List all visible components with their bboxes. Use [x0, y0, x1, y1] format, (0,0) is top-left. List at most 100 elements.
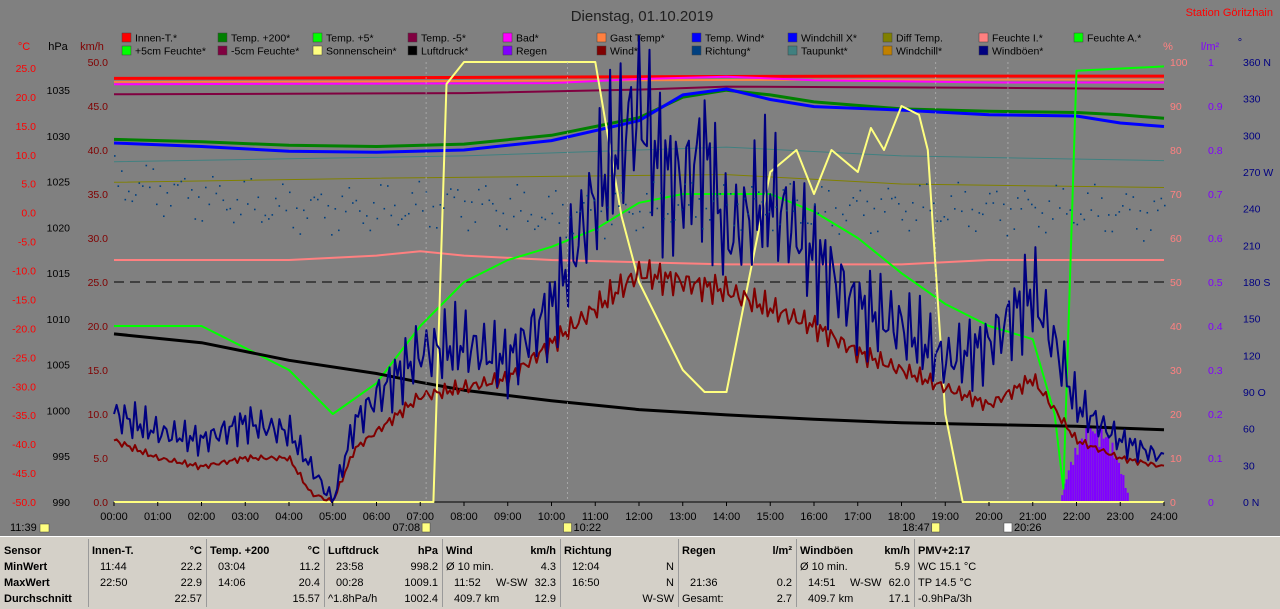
legend-swatch: [882, 45, 893, 56]
wind-tick-label: 5.0: [93, 453, 108, 465]
direction-point: [877, 230, 879, 233]
pressure-tick-label: 1000: [47, 405, 71, 417]
direction-point: [439, 204, 442, 206]
temp-tick-label: -40.0: [12, 439, 36, 451]
direction-point: [985, 202, 988, 205]
direction-point: [1059, 207, 1061, 209]
stats-max-label: MaxWert: [4, 577, 50, 589]
direction-point: [901, 218, 904, 221]
direction-point: [954, 208, 956, 210]
stats-luftdruck-title: Luftdruck: [328, 545, 379, 557]
direction-point: [572, 232, 575, 235]
rain-tick-label: 0.9: [1208, 101, 1223, 113]
direction-point: [558, 222, 561, 224]
direction-point: [1006, 234, 1009, 237]
direction-tick-label: 240: [1243, 204, 1261, 216]
stats-cell: 22:50: [100, 577, 128, 589]
rain-bar: [1069, 461, 1072, 502]
direction-point: [222, 199, 225, 202]
direction-point: [1076, 223, 1079, 226]
pressure-tick-label: 1035: [47, 85, 71, 97]
stats-cell: 409.7 km: [808, 593, 854, 605]
rain-tick-label: 0.4: [1208, 321, 1223, 333]
direction-point: [1010, 208, 1012, 210]
rain-tick-label: 1: [1208, 57, 1214, 69]
rain-tick-label: 0.2: [1208, 409, 1223, 421]
temp-tick-label: -15.0: [12, 294, 36, 306]
direction-point: [376, 217, 379, 220]
direction-point: [663, 217, 666, 220]
wind-tick-label: 30.0: [88, 233, 109, 245]
rain-bar: [1072, 464, 1075, 502]
direction-point: [331, 234, 333, 236]
legend-swatch: [312, 32, 323, 43]
direction-point: [240, 213, 242, 216]
direction-point: [579, 210, 582, 213]
stats-cell: 4.3: [540, 561, 556, 573]
direction-point: [1097, 215, 1100, 217]
legend-swatch: [502, 32, 513, 43]
rain-bar: [1076, 454, 1079, 502]
direction-point: [1122, 205, 1124, 207]
x-tick-label: 02:00: [188, 511, 216, 523]
direction-point: [1136, 228, 1138, 230]
sunset-marker-label: 18:47: [902, 522, 930, 534]
direction-point: [320, 193, 323, 196]
legend-label: Windchill X*: [801, 33, 857, 45]
direction-point: [520, 210, 522, 212]
legend-swatch: [217, 45, 228, 56]
direction-point: [716, 195, 718, 198]
direction-point: [478, 188, 480, 191]
direction-point: [114, 155, 116, 157]
wind-axis-label: km/h: [80, 41, 104, 53]
humidity-tick-label: 70: [1170, 189, 1182, 201]
stats-regen: Regen l/m² 21:36 0.2 Gesamt: 2.7: [678, 539, 797, 607]
sunset-marker-icon: [931, 522, 941, 533]
stats-cell: 15.57: [292, 593, 320, 605]
stats-cell: N: [666, 577, 674, 589]
direction-point: [509, 197, 512, 200]
direction-point: [646, 192, 648, 195]
direction-point: [471, 201, 473, 203]
direction-point: [1003, 203, 1005, 206]
direction-point: [852, 196, 855, 199]
legend-label: Temp. -5*: [421, 33, 466, 45]
stats-cell: 0.2: [776, 577, 792, 589]
pressure-tick-label: 990: [52, 497, 70, 509]
direction-point: [1013, 228, 1016, 230]
moon-marker-label: 20:26: [1014, 522, 1042, 534]
direction-point: [177, 184, 179, 186]
direction-point: [807, 222, 809, 225]
direction-point: [450, 188, 452, 190]
legend-swatch: [882, 32, 893, 43]
legend-label: Windböen*: [992, 46, 1043, 58]
direction-point: [933, 202, 935, 205]
direction-point: [824, 210, 827, 213]
direction-point: [1062, 188, 1065, 190]
direction-point: [317, 198, 319, 201]
direction-point: [1041, 212, 1044, 214]
direction-point: [292, 226, 295, 229]
direction-point: [429, 225, 431, 228]
direction-tick-label: 270 W: [1243, 167, 1273, 179]
stats-cell: 22.9: [180, 577, 202, 589]
direction-point: [971, 208, 974, 211]
legend-label: Feuchte A.*: [1087, 33, 1141, 45]
humidity-tick-label: 100: [1170, 57, 1188, 69]
direction-point: [723, 184, 725, 186]
direction-point: [590, 209, 592, 211]
direction-point: [943, 216, 946, 218]
rain-tick-label: 0.6: [1208, 233, 1223, 245]
rain-bar: [1120, 473, 1123, 502]
direction-point: [688, 204, 690, 206]
direction-point: [166, 192, 169, 194]
direction-point: [859, 189, 862, 192]
legend-swatch: [596, 32, 607, 43]
stats-cell: 22.57: [174, 593, 202, 605]
stats-richtung-title: Richtung: [564, 545, 612, 557]
direction-point: [380, 184, 382, 186]
direction-point: [247, 203, 249, 205]
x-tick-label: 16:00: [800, 511, 828, 523]
direction-point: [569, 216, 571, 218]
direction-point: [499, 225, 501, 227]
